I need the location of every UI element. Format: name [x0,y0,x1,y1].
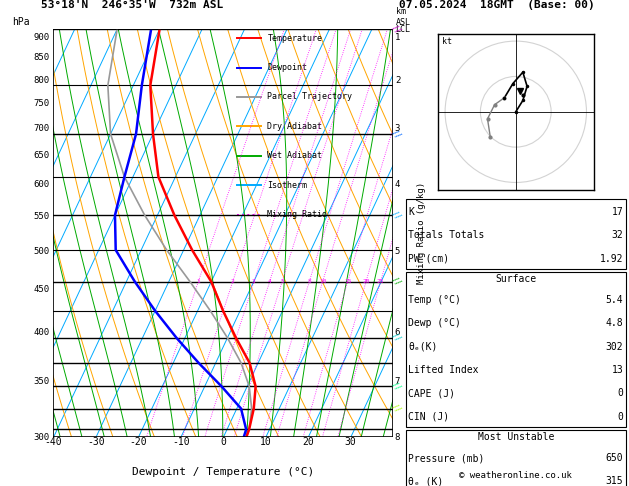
Text: 1: 1 [395,33,400,42]
Text: 25: 25 [377,279,384,284]
Text: Dry Adiabat: Dry Adiabat [267,122,323,131]
Text: 13: 13 [611,365,623,375]
Text: 450: 450 [33,285,50,294]
Text: Pressure (mb): Pressure (mb) [408,453,484,463]
Text: 1: 1 [196,279,200,284]
Text: 2: 2 [395,76,400,85]
Text: Lifted Index: Lifted Index [408,365,479,375]
Text: 850: 850 [33,53,50,63]
Text: 800: 800 [33,76,50,85]
Text: 1.92: 1.92 [600,254,623,264]
Text: 700: 700 [33,124,50,133]
Text: 8: 8 [308,279,311,284]
Text: //: // [389,331,403,345]
Text: 7: 7 [395,377,400,386]
Text: 400: 400 [33,328,50,337]
Text: Temperature: Temperature [267,34,323,43]
Text: 550: 550 [33,212,50,221]
Text: 10: 10 [319,279,326,284]
Text: CIN (J): CIN (J) [408,412,449,422]
Text: 600: 600 [33,180,50,190]
Text: Isotherm: Isotherm [267,181,308,190]
Text: 17: 17 [611,207,623,217]
Text: 20: 20 [362,279,370,284]
Text: Mixing Ratio: Mixing Ratio [267,210,328,219]
Text: 2: 2 [231,279,235,284]
Text: //: // [389,380,403,393]
Text: 302: 302 [606,342,623,352]
Text: 0: 0 [618,412,623,422]
Text: 315: 315 [606,476,623,486]
Text: 5: 5 [280,279,284,284]
Text: © weatheronline.co.uk: © weatheronline.co.uk [459,471,572,480]
Text: kt: kt [442,37,452,46]
Text: //: // [389,22,403,36]
Text: θₑ (K): θₑ (K) [408,476,443,486]
Text: 32: 32 [611,230,623,241]
Text: //: // [389,127,403,140]
Text: 750: 750 [33,99,50,108]
Text: K: K [408,207,414,217]
Text: 350: 350 [33,377,50,386]
Text: 20: 20 [303,437,314,448]
Text: -10: -10 [172,437,190,448]
Text: θₑ(K): θₑ(K) [408,342,438,352]
Text: CAPE (J): CAPE (J) [408,388,455,399]
Text: Temp (°C): Temp (°C) [408,295,461,305]
Text: Totals Totals: Totals Totals [408,230,484,241]
Text: 30: 30 [345,437,357,448]
Text: 500: 500 [33,247,50,256]
Text: hPa: hPa [13,17,30,27]
Text: -30: -30 [87,437,105,448]
Text: 650: 650 [33,151,50,160]
Text: 3: 3 [395,124,400,133]
Text: Dewpoint: Dewpoint [267,63,308,72]
Text: 3: 3 [252,279,256,284]
Text: 10: 10 [260,437,272,448]
Text: 5.4: 5.4 [606,295,623,305]
Text: //: // [389,402,403,416]
Text: //: // [389,208,403,222]
Text: 4: 4 [395,180,400,190]
Text: 300: 300 [33,433,50,442]
Text: 5: 5 [395,247,400,256]
Text: 4: 4 [268,279,272,284]
Text: Most Unstable: Most Unstable [477,433,554,442]
Text: 8: 8 [395,433,400,442]
Text: -40: -40 [45,437,62,448]
Text: Mixing Ratio (g/kg): Mixing Ratio (g/kg) [417,182,426,284]
Text: 650: 650 [606,453,623,463]
Text: 4.8: 4.8 [606,318,623,329]
Text: Surface: Surface [495,275,537,284]
Text: 15: 15 [344,279,352,284]
Text: Dewp (°C): Dewp (°C) [408,318,461,329]
Text: Dewpoint / Temperature (°C): Dewpoint / Temperature (°C) [132,467,314,477]
Text: -20: -20 [130,437,147,448]
Text: 53°18'N  246°35'W  732m ASL: 53°18'N 246°35'W 732m ASL [41,0,223,10]
Text: km
ASL: km ASL [396,7,411,27]
Text: Parcel Trajectory: Parcel Trajectory [267,92,352,102]
Text: 6: 6 [395,328,400,337]
Text: PW (cm): PW (cm) [408,254,449,264]
Text: 07.05.2024  18GMT  (Base: 00): 07.05.2024 18GMT (Base: 00) [399,0,595,10]
Text: 0: 0 [618,388,623,399]
Text: //: // [389,275,403,288]
Text: LCL: LCL [395,25,410,34]
Text: 900: 900 [33,33,50,42]
Text: Wet Adiabat: Wet Adiabat [267,151,323,160]
Text: 0: 0 [220,437,226,448]
